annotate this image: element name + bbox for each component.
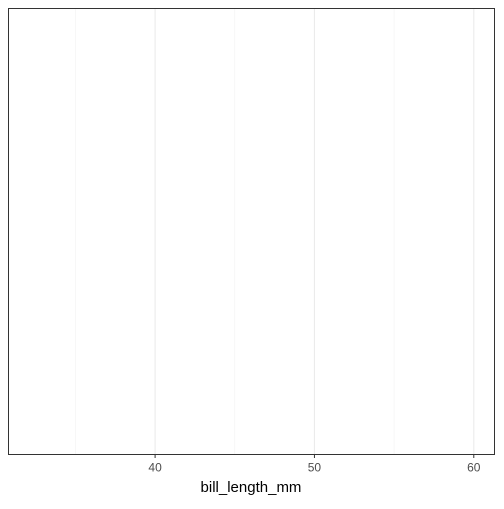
major-grid-layer [154, 8, 475, 455]
x-tick-label: 40 [148, 461, 162, 475]
panel-border [8, 8, 495, 455]
x-tick-label: 50 [308, 461, 322, 475]
x-axis-title: bill_length_mm [201, 479, 302, 496]
x-tick-label: 60 [467, 461, 481, 475]
x-axis-tick-labels: 40 50 60 [148, 461, 480, 475]
x-axis-ticks [154, 454, 475, 458]
minor-grid-layer [75, 8, 395, 455]
